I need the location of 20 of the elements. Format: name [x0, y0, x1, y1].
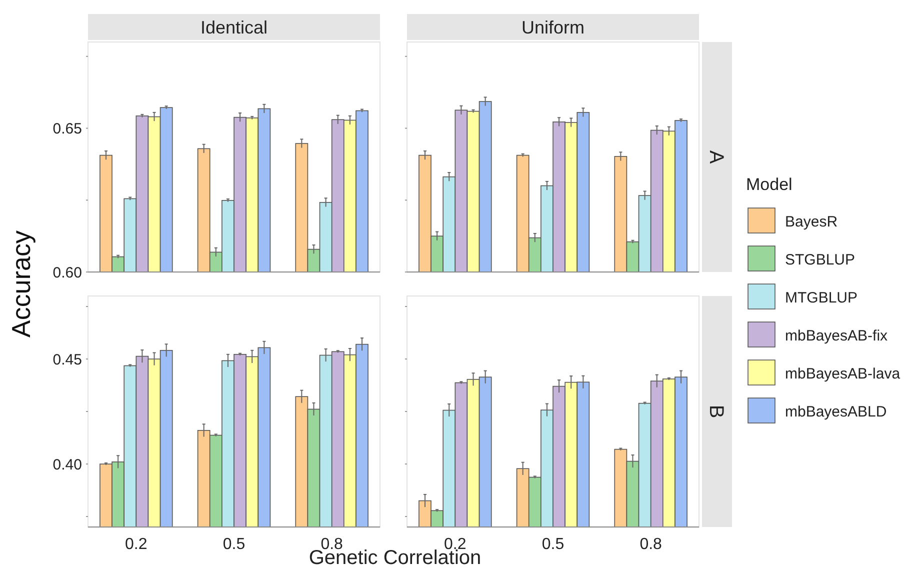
y-tick-label: 0.65: [52, 120, 82, 138]
y-tick-label: 0.40: [52, 456, 82, 474]
legend-label: MTGBLUP: [785, 289, 858, 306]
chart-title: Identical: [200, 17, 268, 38]
x-tick-label: 0.5: [542, 536, 564, 553]
y-tick-label: 0.45: [52, 351, 82, 368]
legend-label: STGBLUP: [785, 251, 856, 268]
legend-label: mbBayesAB-lava: [785, 365, 901, 382]
y-tick-label: 0.60: [52, 264, 82, 282]
x-tick-label: 0.5: [222, 536, 246, 553]
chart-title: Uniform: [521, 17, 585, 38]
legend-label: BayesR: [785, 213, 838, 230]
legend-label: mbBayesABLD: [785, 403, 887, 420]
legend-title: Model: [746, 175, 792, 194]
y-axis-title: Accuracy: [6, 230, 36, 338]
legend-label: mbBayesAB-fix: [785, 327, 888, 344]
y2-axis-title: B: [705, 404, 727, 418]
x-tick-label: 0.2: [125, 536, 148, 553]
y2-axis-title: A: [705, 150, 727, 164]
x-tick-label: 0.8: [640, 536, 662, 553]
